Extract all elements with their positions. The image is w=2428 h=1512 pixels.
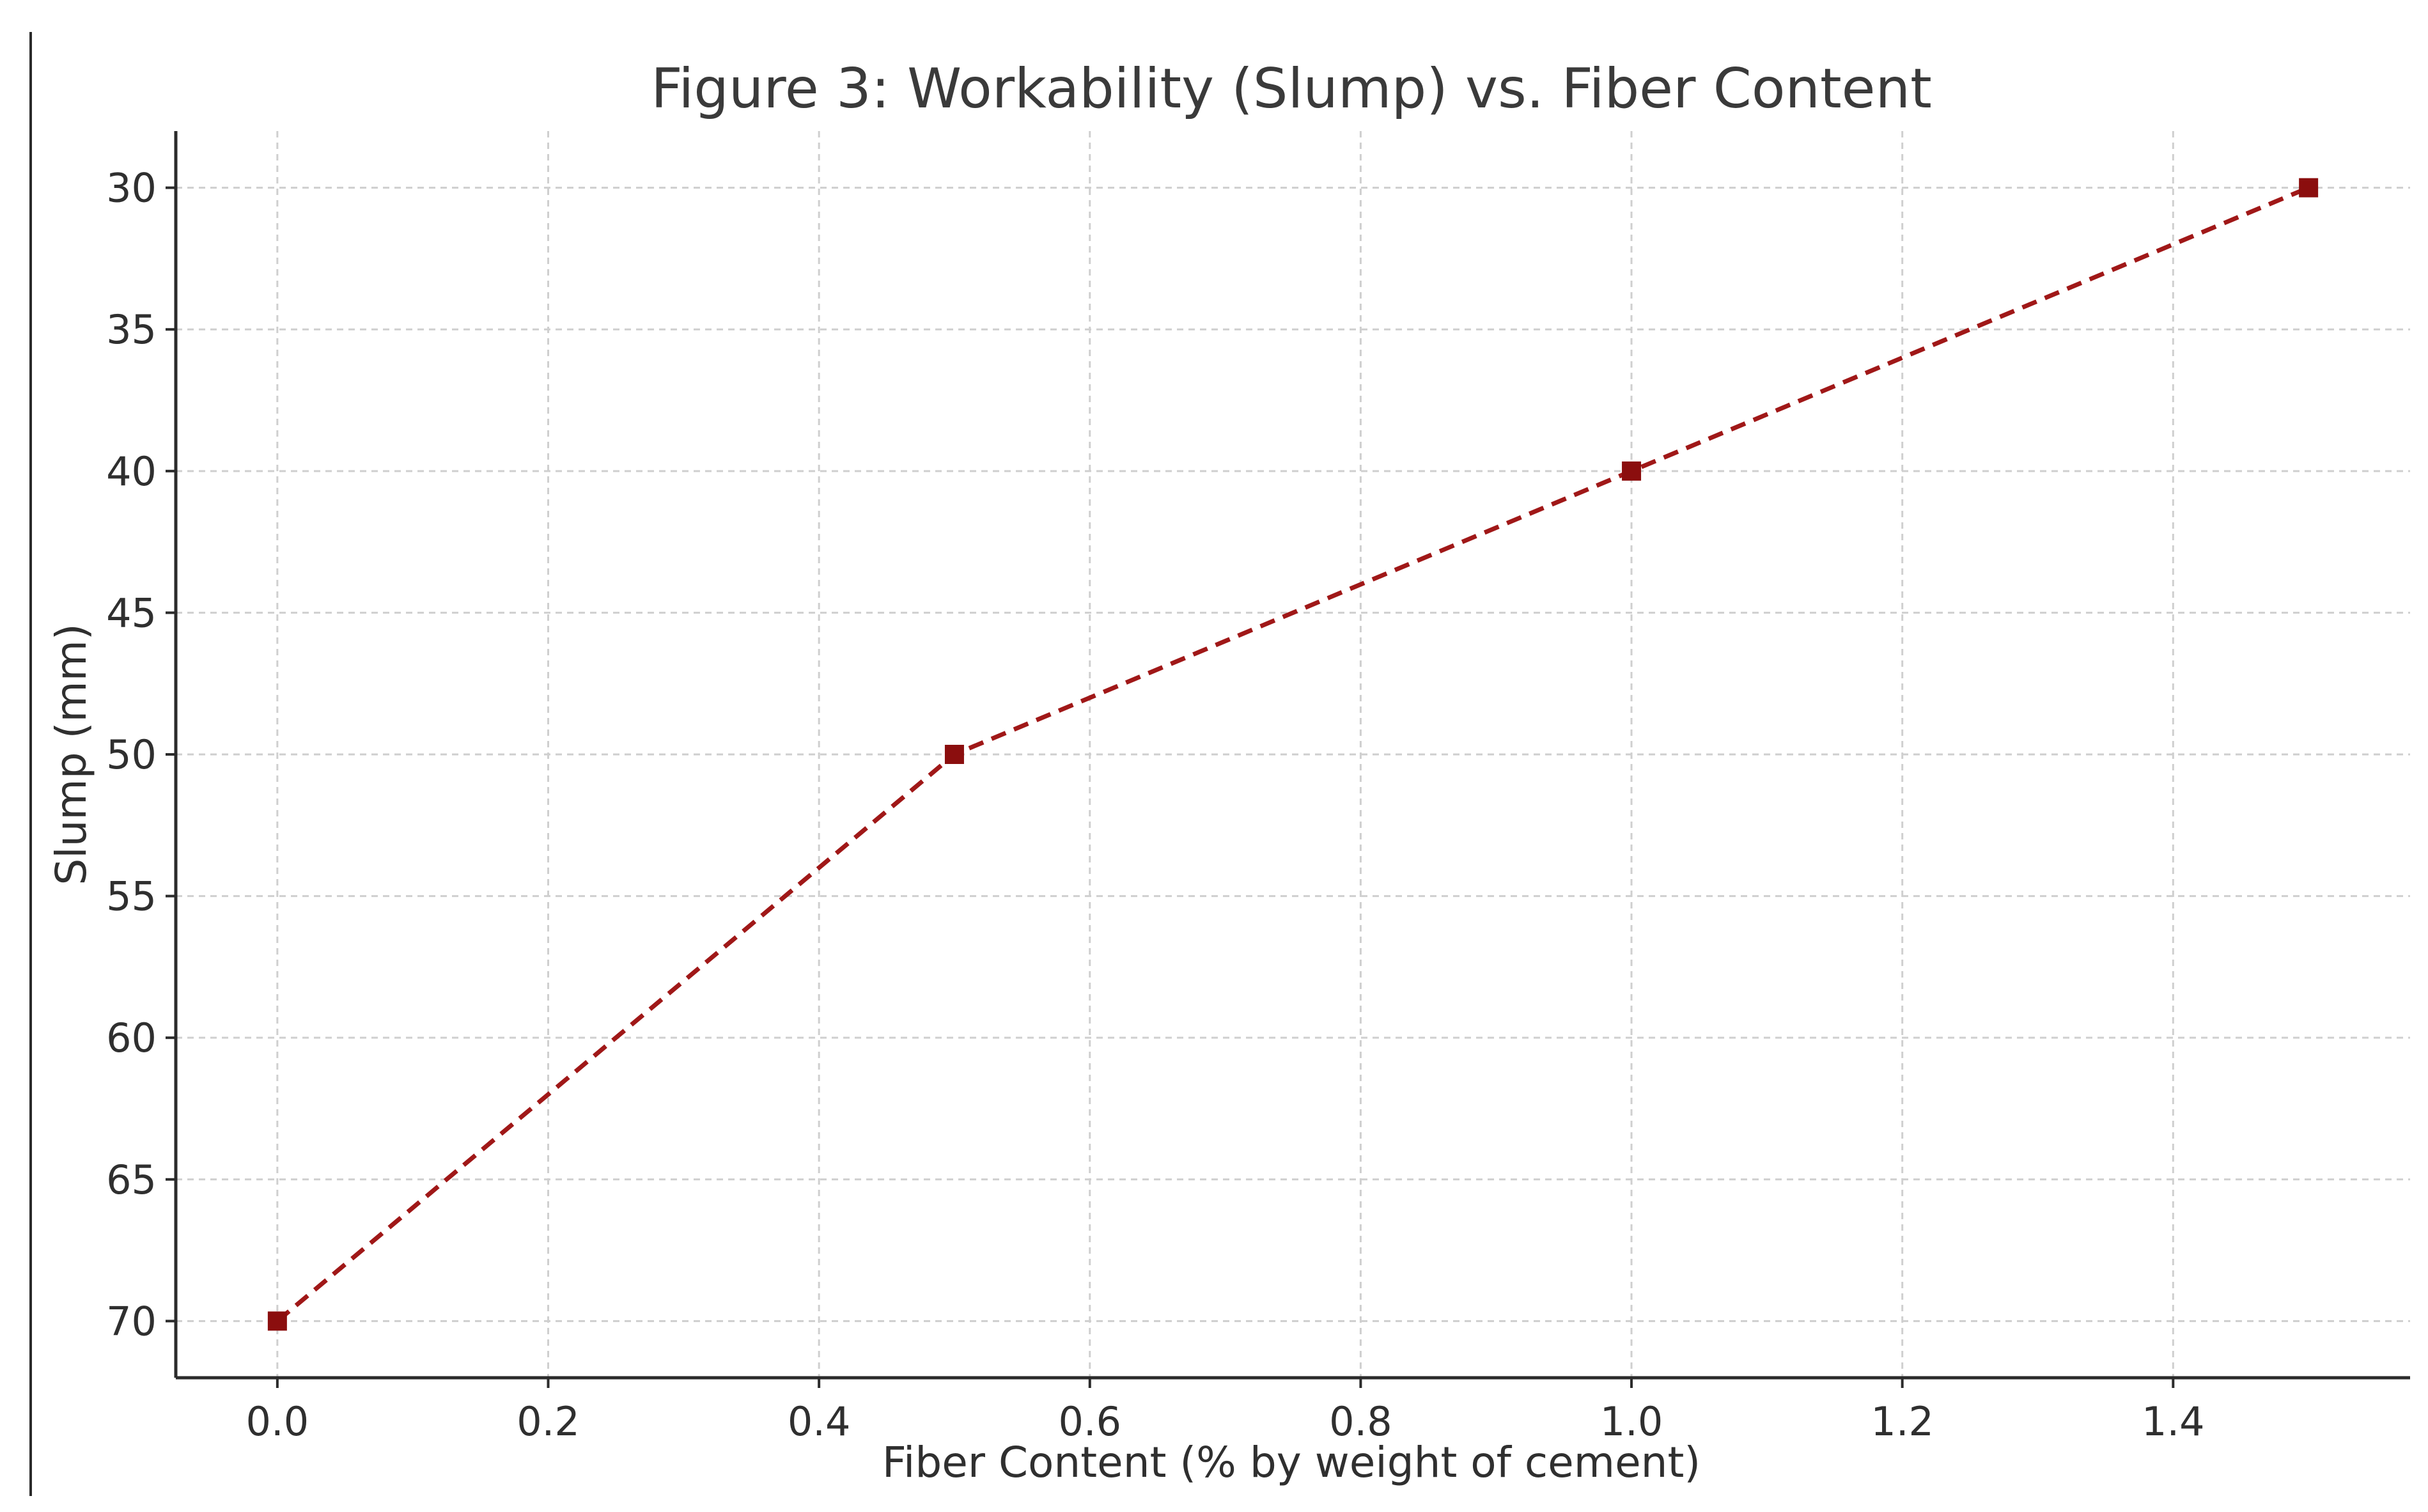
series bbox=[267, 178, 2319, 1331]
chart-title: Figure 3: Workability (Slump) vs. Fiber … bbox=[651, 57, 1932, 121]
x-tick-label: 1.2 bbox=[1871, 1398, 1934, 1445]
y-tick-label: 30 bbox=[106, 165, 157, 212]
data-point-marker bbox=[267, 1311, 287, 1331]
x-tick-label: 1.0 bbox=[1600, 1398, 1663, 1445]
series-line bbox=[276, 185, 2310, 1323]
x-tick-label: 0.6 bbox=[1058, 1398, 1121, 1445]
x-tick-label: 0.4 bbox=[788, 1398, 851, 1445]
y-tick-label: 55 bbox=[106, 873, 157, 920]
y-tick-label: 50 bbox=[106, 731, 157, 778]
y-axis-label: Slump (mm) bbox=[47, 623, 96, 885]
y-tick-label: 45 bbox=[106, 589, 157, 636]
page-border bbox=[29, 32, 32, 1496]
x-tick-label: 0.8 bbox=[1329, 1398, 1392, 1445]
y-tick-label: 40 bbox=[106, 448, 157, 495]
data-point-marker bbox=[2299, 178, 2319, 198]
data-point-marker bbox=[944, 745, 964, 764]
y-tick-label: 70 bbox=[106, 1298, 157, 1344]
grid bbox=[176, 131, 2410, 1378]
y-tick-label: 60 bbox=[106, 1015, 157, 1061]
ticks: 0.0 0.2 0.4 0.6 0.8 1.0 1.2 1.4 30 35 40 45 50 55 60 65… bbox=[106, 165, 2205, 1445]
x-tick-label: 0.0 bbox=[246, 1398, 309, 1445]
x-axis-label: Fiber Content (% by weight of cement) bbox=[882, 1438, 1700, 1487]
x-tick-label: 0.2 bbox=[517, 1398, 580, 1445]
y-tick-label: 65 bbox=[106, 1157, 157, 1203]
y-tick-label: 35 bbox=[106, 306, 157, 353]
x-tick-label: 1.4 bbox=[2142, 1398, 2205, 1445]
data-point-marker bbox=[1622, 461, 1642, 481]
